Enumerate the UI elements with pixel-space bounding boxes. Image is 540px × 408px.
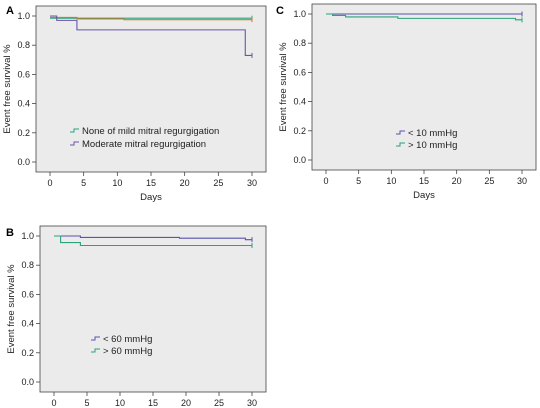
panel-c: C 0 5 10 15 20 25 30 0.0 0.2 0.4 0.6 0.8 1.0 Days Event…	[276, 3, 537, 201]
panel-c-letter: C	[276, 5, 284, 17]
panel-b-y-axis-title: Event free survival %	[6, 264, 17, 354]
panel-a-y-tick-label: 0.4	[17, 99, 30, 109]
panel-a-legend-label: Moderate mitral regurgigation	[82, 139, 206, 150]
panel-c-y-tick-label: 0.8	[293, 38, 306, 48]
panel-b-y-tick-label: 0.8	[21, 260, 34, 270]
panel-b-x-tick-label: 5	[84, 398, 89, 408]
panel-c-series-1-line	[326, 13, 522, 21]
panel-c-x-axis-title: Days	[413, 190, 435, 201]
panel-a-y-tick-label: 0.2	[17, 128, 30, 138]
panel-b-x-tick-label: 10	[115, 398, 125, 408]
panel-b-x-tick-label: 0	[51, 398, 56, 408]
panel-c-x-tick-label: 10	[386, 176, 396, 186]
panel-a-legend-label: None of mild mitral regurgigation	[82, 126, 219, 137]
panel-a-y-axis-title: Event free survival %	[2, 44, 13, 134]
panel-a-x-axis-title: Days	[140, 192, 162, 203]
panel-b-y-tick-label: 0.4	[21, 319, 34, 329]
panel-a-y-tick-label: 0.8	[17, 40, 30, 50]
panel-a-legend-swatch	[70, 141, 79, 146]
panel-c-legend-swatch	[396, 142, 405, 147]
panel-b: B0510152025300.00.20.40.60.81.0DaysEvent…	[6, 225, 267, 408]
panel-a-y-tick-label: 0.0	[17, 157, 30, 167]
panel-a-x-tick-label: 20	[180, 178, 190, 188]
panel-b-x-tick-label: 30	[247, 398, 257, 408]
panel-a-series-2-line	[50, 15, 252, 56]
panel-c-y-tick-label: 0.2	[293, 126, 306, 136]
panel-c-plot-area	[311, 3, 537, 171]
panel-b-y-tick-label: 1.0	[21, 231, 34, 241]
panel-a-x-tick-label: 0	[47, 178, 52, 188]
panel-c-y-tick-label: 0.6	[293, 67, 306, 77]
panel-b-series-0-line	[54, 235, 252, 241]
panel-c-x-tick-label: 15	[419, 176, 429, 186]
panel-b-legend-label: < 60 mmHg	[103, 334, 152, 345]
panel-c-legend-swatch	[396, 130, 405, 135]
panel-a-x-tick-label: 25	[213, 178, 223, 188]
panel-c-x-tick-label: 30	[517, 176, 527, 186]
panel-b-legend-swatch	[91, 348, 100, 353]
panel-a-legend-swatch	[70, 128, 79, 133]
panel-b-x-tick-label: 20	[181, 398, 191, 408]
panel-a-x-tick-label: 5	[81, 178, 86, 188]
panel-b-y-tick-label: 0.0	[21, 377, 34, 387]
panel-c-legend-label: > 10 mmHg	[408, 140, 457, 151]
panel-b-series-1-line	[54, 235, 252, 247]
panel-b-y-tick-label: 0.6	[21, 289, 34, 299]
panel-b-x-tick-label: 25	[214, 398, 224, 408]
panel-b-legend-label: > 60 mmHg	[103, 346, 152, 357]
panel-a-y-tick-label: 1.0	[17, 11, 30, 21]
panel-a: A 0 5 10 15 20 25 30 0.0 0.2 0.4 0.6 0.8 1.0 Days Event…	[2, 5, 267, 203]
panel-c-y-tick-label: 0.0	[293, 155, 306, 165]
panel-a-y-tick-label: 0.6	[17, 69, 30, 79]
panel-c-legend-label: < 10 mmHg	[408, 128, 457, 139]
panel-c-x-tick-label: 5	[356, 176, 361, 186]
panel-c-y-axis-title: Event free survival %	[278, 42, 289, 132]
panel-a-x-tick-label: 30	[247, 178, 257, 188]
panel-c-x-tick-label: 25	[484, 176, 494, 186]
panel-b-legend-swatch	[91, 336, 100, 341]
panel-c-y-tick-label: 0.4	[293, 97, 306, 107]
panel-a-letter: A	[6, 5, 14, 17]
panel-a-x-tick-label: 10	[112, 178, 122, 188]
panel-a-x-tick-label: 15	[146, 178, 156, 188]
panel-a-series-1-line	[50, 16, 252, 21]
panel-c-y-tick-label: 1.0	[293, 9, 306, 19]
panel-c-x-tick-label: 20	[452, 176, 462, 186]
panel-b-y-tick-label: 0.2	[21, 348, 34, 358]
panel-b-x-tick-label: 15	[148, 398, 158, 408]
panel-b-letter: B	[6, 227, 14, 239]
panel-c-x-tick-label: 0	[323, 176, 328, 186]
panel-b-plot-area	[39, 225, 267, 393]
